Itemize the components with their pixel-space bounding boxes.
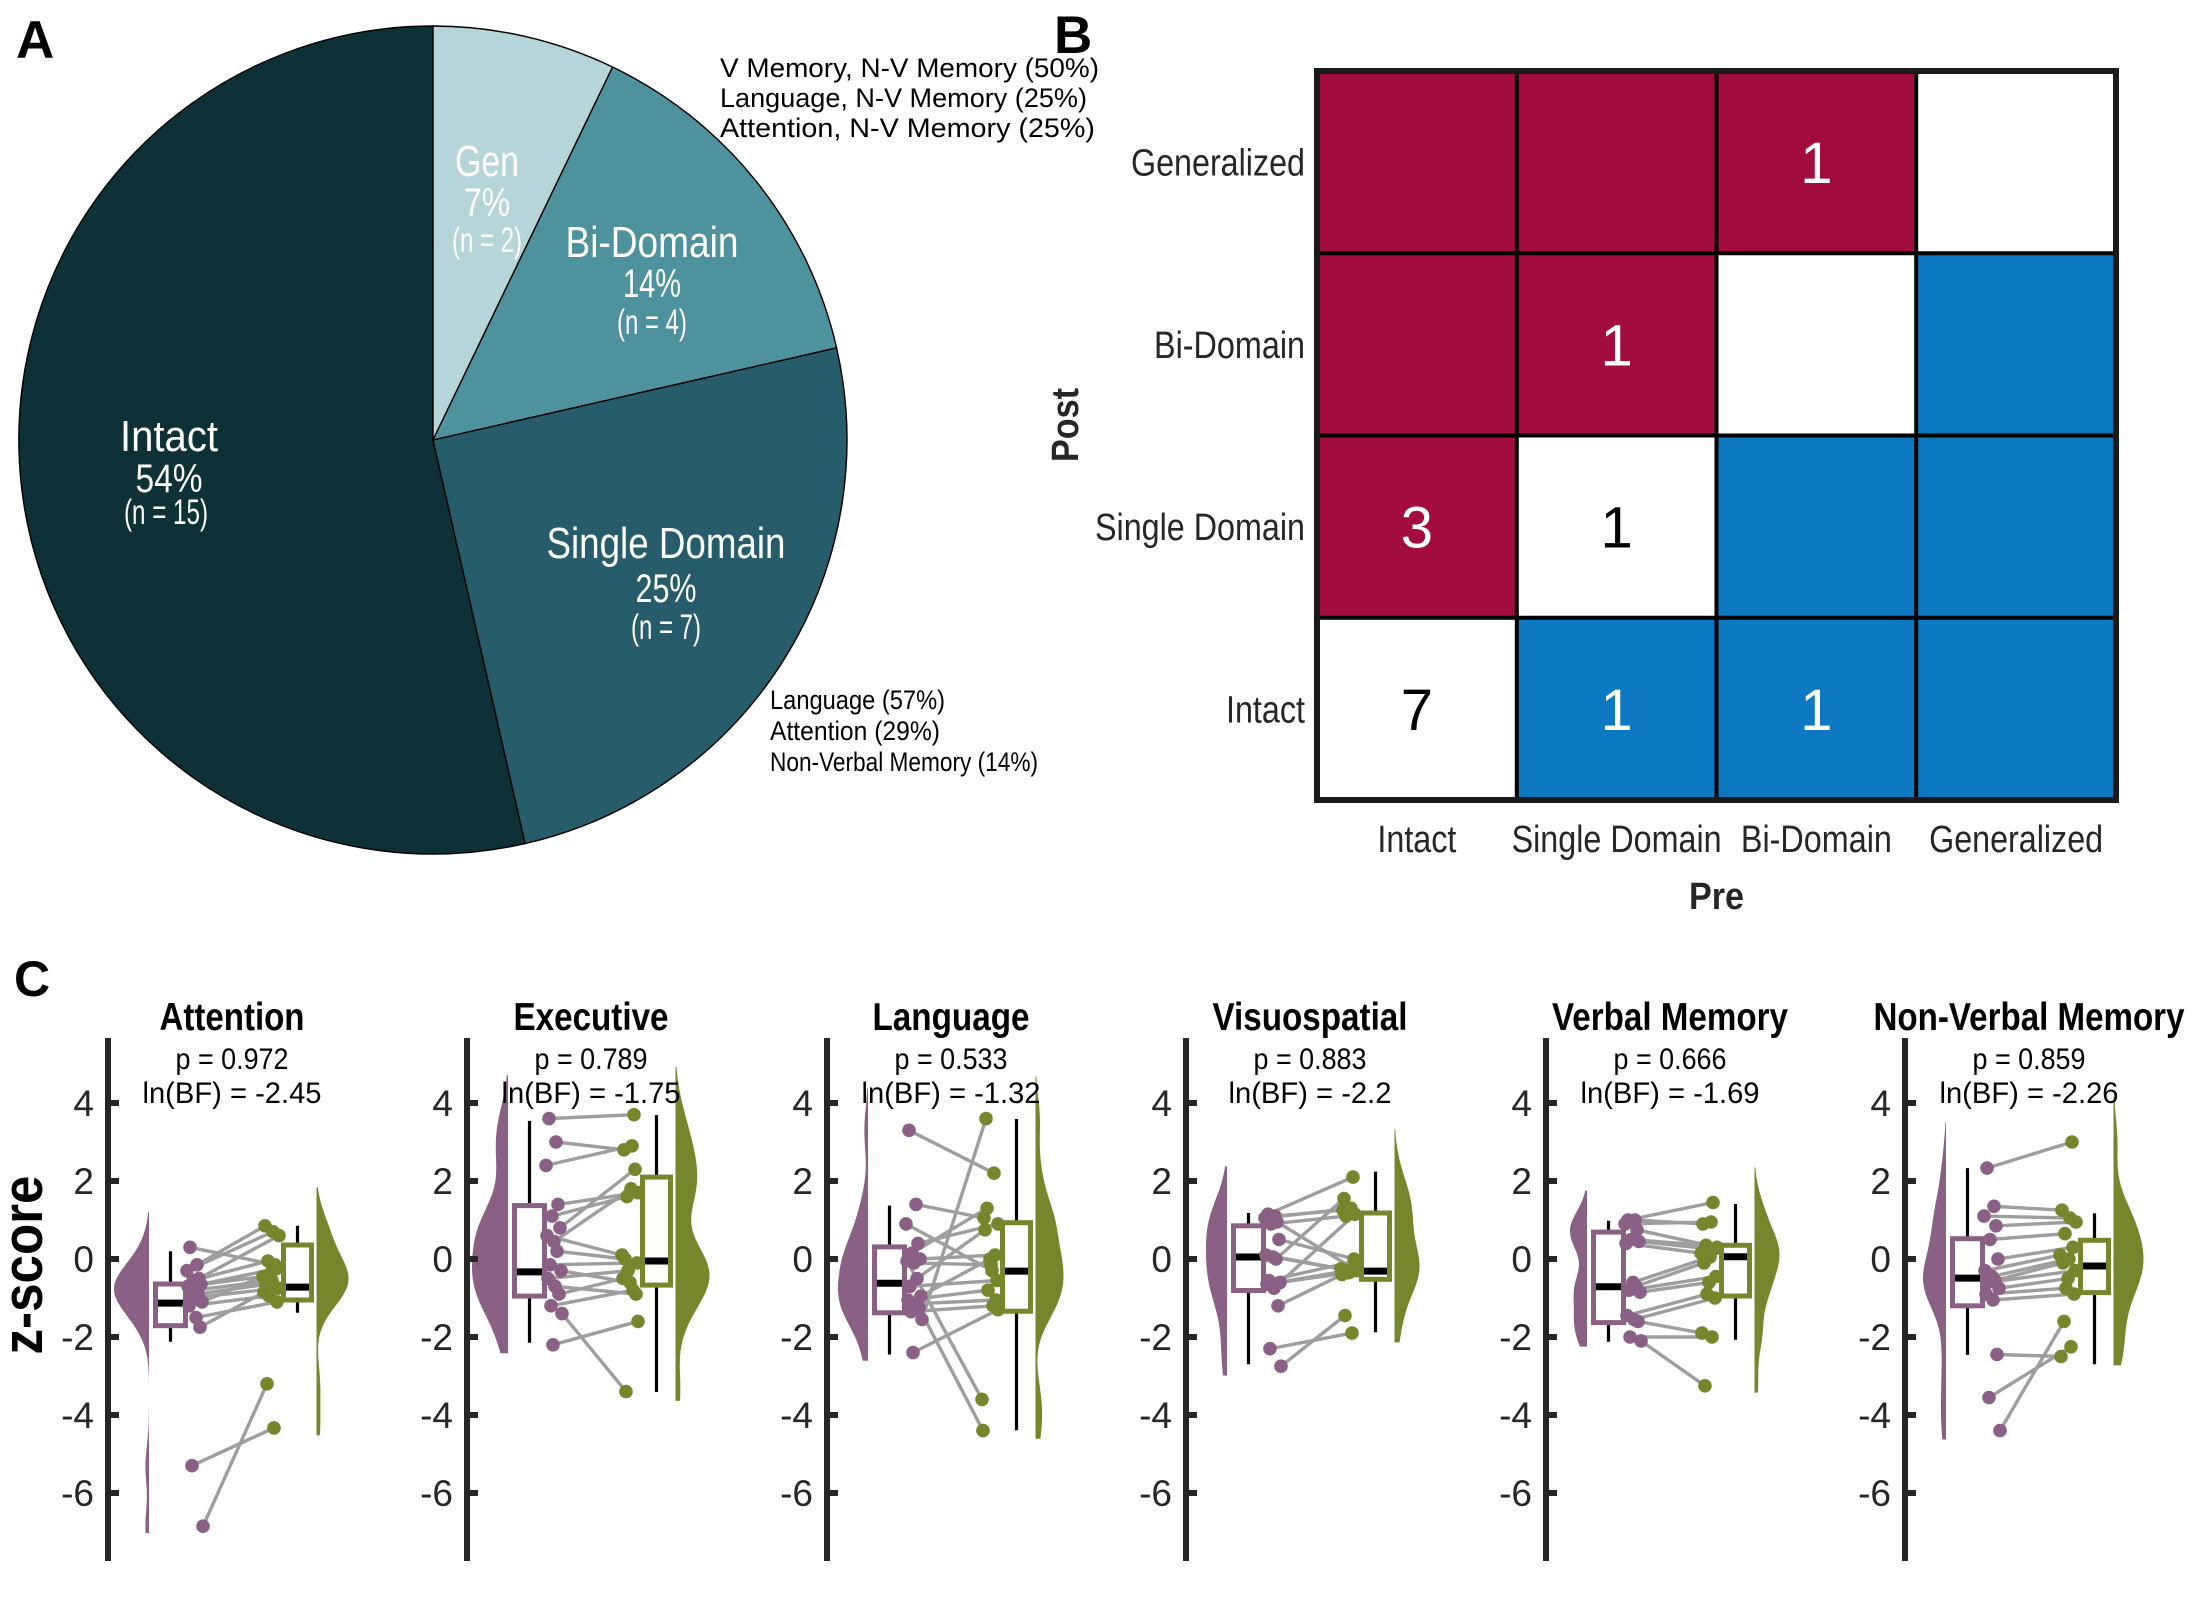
svg-text:2: 2 — [432, 1161, 453, 1202]
svg-text:2: 2 — [1870, 1161, 1891, 1202]
svg-text:Gen: Gen — [455, 137, 519, 186]
svg-text:-6: -6 — [1499, 1473, 1532, 1514]
svg-text:4: 4 — [1151, 1083, 1172, 1124]
svg-text:Generalized: Generalized — [1929, 819, 2103, 861]
svg-text:0: 0 — [792, 1239, 813, 1280]
svg-text:54%: 54% — [136, 457, 203, 501]
svg-text:(n = 7): (n = 7) — [631, 608, 701, 647]
svg-text:Single Domain: Single Domain — [547, 519, 786, 568]
svg-text:Bi-Domain: Bi-Domain — [1741, 819, 1892, 861]
svg-text:p = 0.972: p = 0.972 — [176, 1043, 289, 1076]
svg-text:B: B — [1054, 6, 1092, 65]
svg-text:7: 7 — [1401, 678, 1433, 743]
svg-text:Pre: Pre — [1689, 876, 1744, 918]
svg-text:Bi-Domain: Bi-Domain — [566, 218, 739, 267]
svg-text:p = 0.533: p = 0.533 — [895, 1043, 1008, 1076]
svg-text:-4: -4 — [780, 1395, 813, 1436]
svg-text:4: 4 — [73, 1083, 94, 1124]
svg-text:1: 1 — [1600, 678, 1632, 743]
svg-text:1: 1 — [1800, 678, 1832, 743]
svg-text:2: 2 — [1151, 1161, 1172, 1202]
svg-text:(n = 2): (n = 2) — [452, 221, 522, 260]
svg-text:0: 0 — [1151, 1239, 1172, 1280]
svg-text:-4: -4 — [1858, 1395, 1891, 1436]
svg-text:-6: -6 — [420, 1473, 453, 1514]
svg-text:1: 1 — [1600, 496, 1632, 561]
svg-text:4: 4 — [1511, 1083, 1532, 1124]
svg-text:Intact: Intact — [120, 412, 218, 461]
svg-text:Non-Verbal Memory: Non-Verbal Memory — [1874, 996, 2185, 1039]
svg-text:-4: -4 — [1499, 1395, 1532, 1436]
svg-text:A: A — [16, 11, 54, 70]
svg-text:Verbal Memory: Verbal Memory — [1552, 996, 1788, 1039]
svg-text:p = 0.883: p = 0.883 — [1254, 1043, 1367, 1076]
svg-text:Language, N-V Memory (25%): Language, N-V Memory (25%) — [720, 83, 1087, 113]
svg-text:Generalized: Generalized — [1131, 143, 1305, 185]
svg-text:2: 2 — [1511, 1161, 1532, 1202]
svg-text:-6: -6 — [1139, 1473, 1172, 1514]
svg-text:4: 4 — [792, 1083, 813, 1124]
svg-text:ln(BF) = -1.75: ln(BF) = -1.75 — [502, 1077, 681, 1110]
svg-text:Visuospatial: Visuospatial — [1213, 996, 1408, 1039]
svg-text:Executive: Executive — [514, 996, 669, 1039]
svg-text:Language: Language — [873, 996, 1030, 1039]
svg-text:-2: -2 — [61, 1317, 94, 1358]
svg-text:ln(BF) = -2.26: ln(BF) = -2.26 — [1940, 1077, 2119, 1110]
svg-text:7%: 7% — [464, 181, 510, 225]
svg-text:1: 1 — [1600, 313, 1632, 378]
svg-text:Intact: Intact — [1377, 819, 1456, 861]
svg-text:Single Domain: Single Domain — [1512, 819, 1722, 861]
svg-text:-4: -4 — [420, 1395, 453, 1436]
svg-text:p = 0.789: p = 0.789 — [535, 1043, 648, 1076]
svg-text:-2: -2 — [420, 1317, 453, 1358]
svg-text:-6: -6 — [1858, 1473, 1891, 1514]
svg-text:Non-Verbal Memory (14%): Non-Verbal Memory (14%) — [770, 747, 1038, 777]
svg-text:-2: -2 — [1499, 1317, 1532, 1358]
svg-text:-6: -6 — [61, 1473, 94, 1514]
svg-text:ln(BF) = -2.2: ln(BF) = -2.2 — [1229, 1077, 1392, 1110]
svg-text:ln(BF) = -1.32: ln(BF) = -1.32 — [862, 1077, 1041, 1110]
svg-text:(n = 15): (n = 15) — [124, 493, 208, 532]
svg-text:0: 0 — [432, 1239, 453, 1280]
svg-text:Single Domain: Single Domain — [1095, 507, 1305, 549]
svg-text:1: 1 — [1800, 131, 1832, 196]
svg-text:Attention, N-V Memory (25%): Attention, N-V Memory (25%) — [720, 113, 1095, 143]
svg-text:0: 0 — [1511, 1239, 1532, 1280]
svg-text:4: 4 — [1870, 1083, 1891, 1124]
svg-text:0: 0 — [1870, 1239, 1891, 1280]
svg-text:(n = 4): (n = 4) — [617, 303, 687, 342]
svg-text:-4: -4 — [61, 1395, 94, 1436]
svg-text:0: 0 — [73, 1239, 94, 1280]
svg-text:Attention: Attention — [160, 996, 305, 1039]
svg-text:Post: Post — [1045, 388, 1087, 462]
svg-text:Language (57%): Language (57%) — [770, 685, 945, 715]
svg-text:-2: -2 — [780, 1317, 813, 1358]
svg-text:z-score: z-score — [0, 1176, 55, 1355]
svg-text:Bi-Domain: Bi-Domain — [1154, 325, 1305, 367]
svg-text:14%: 14% — [623, 262, 681, 306]
svg-text:p = 0.859: p = 0.859 — [1973, 1043, 2086, 1076]
svg-text:Intact: Intact — [1226, 689, 1305, 731]
svg-text:3: 3 — [1401, 496, 1433, 561]
svg-text:Attention (29%): Attention (29%) — [770, 716, 940, 746]
svg-text:25%: 25% — [636, 567, 697, 611]
svg-text:p = 0.666: p = 0.666 — [1614, 1043, 1727, 1076]
svg-text:-4: -4 — [1139, 1395, 1172, 1436]
svg-text:V Memory, N-V Memory (50%): V Memory, N-V Memory (50%) — [720, 53, 1099, 83]
svg-text:-6: -6 — [780, 1473, 813, 1514]
svg-text:ln(BF) = -1.69: ln(BF) = -1.69 — [1581, 1077, 1760, 1110]
svg-text:2: 2 — [792, 1161, 813, 1202]
svg-text:4: 4 — [432, 1083, 453, 1124]
svg-text:-2: -2 — [1139, 1317, 1172, 1358]
svg-text:C: C — [14, 951, 50, 1007]
svg-text:ln(BF) = -2.45: ln(BF) = -2.45 — [143, 1077, 322, 1110]
svg-text:2: 2 — [73, 1161, 94, 1202]
svg-text:-2: -2 — [1858, 1317, 1891, 1358]
